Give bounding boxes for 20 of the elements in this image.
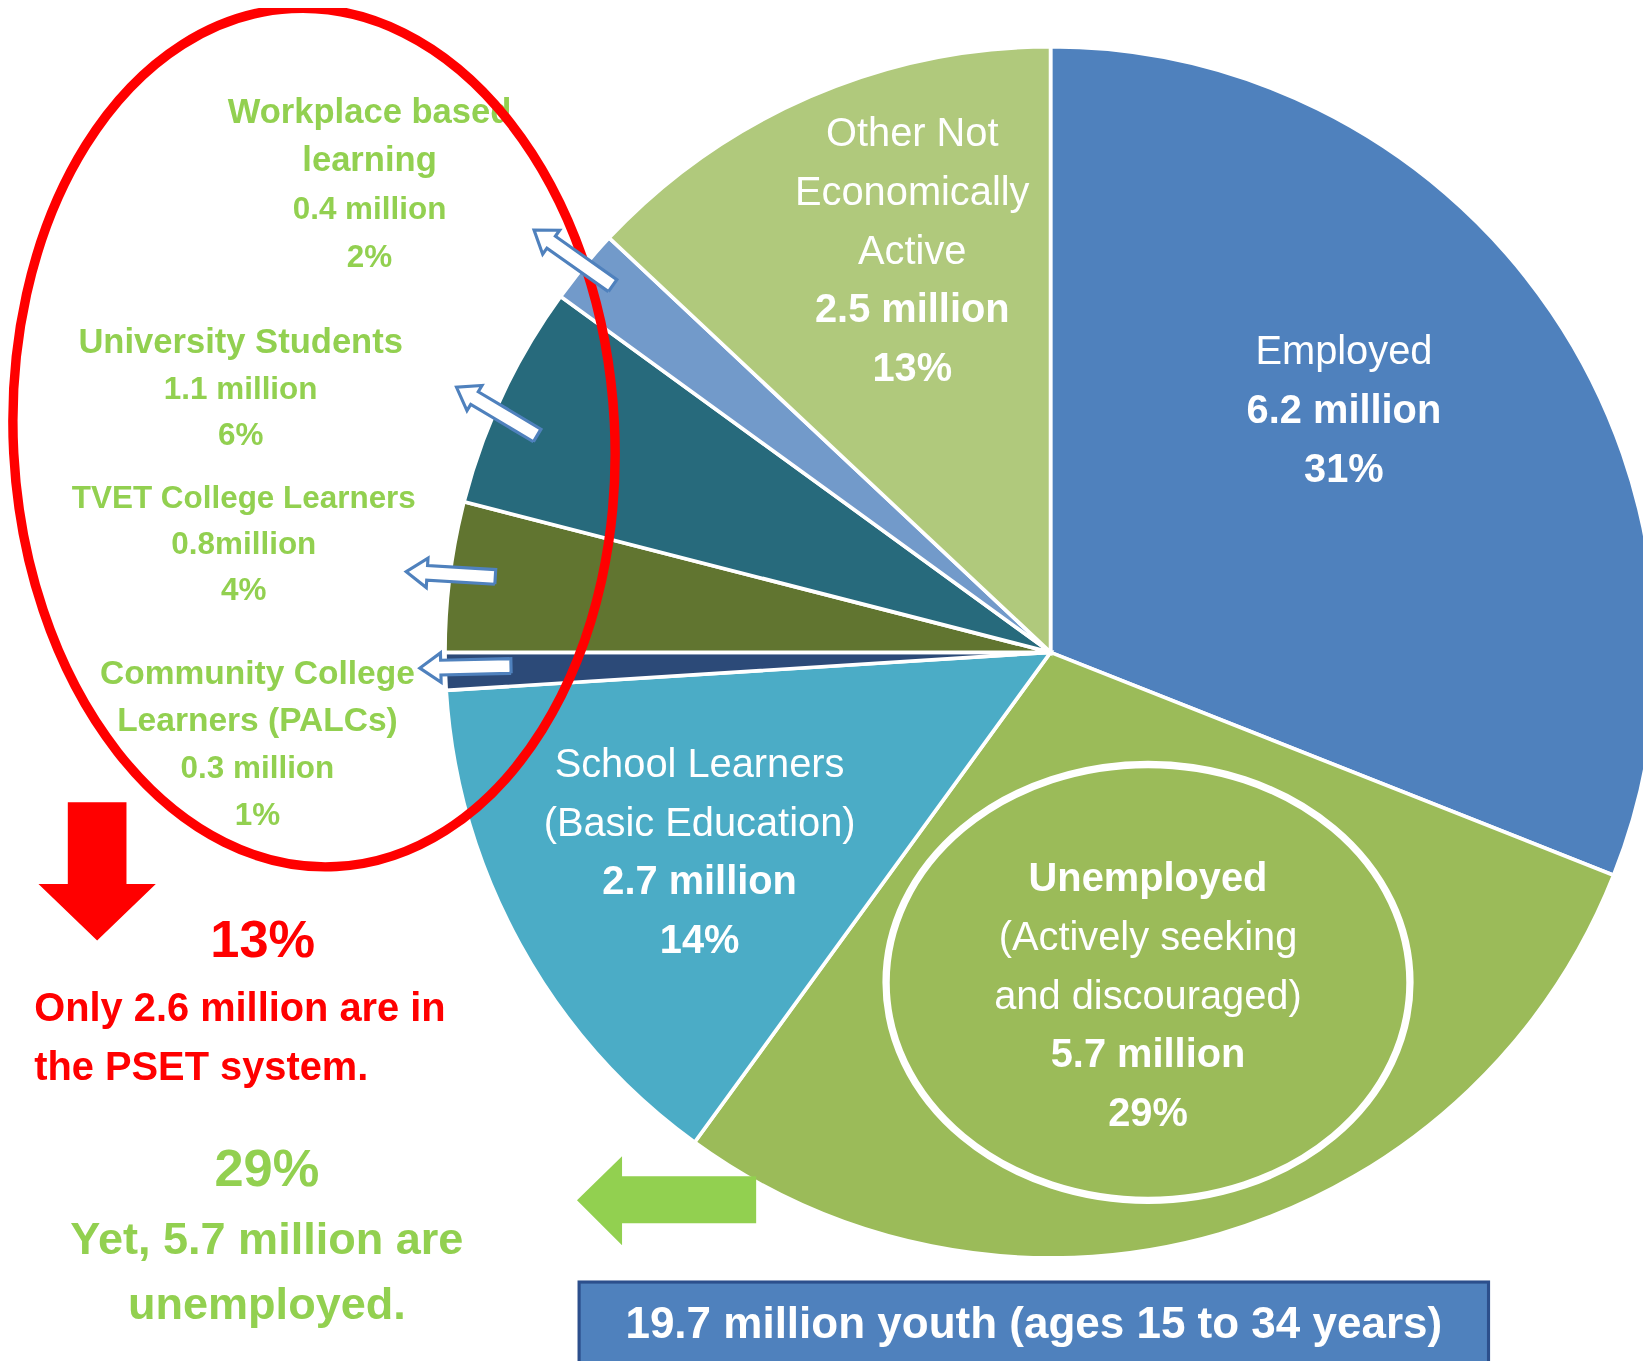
data-label: 6.2 million 31% — [1246, 386, 1442, 490]
text: Yet, 5.7 million are unemployed. — [70, 1213, 464, 1330]
text: 29% — [214, 1138, 320, 1197]
slice-label: Community College Learners (PALCs) — [100, 654, 415, 739]
data-label: 0.3 million 1% — [180, 750, 335, 833]
slice-label: Employed — [1255, 328, 1433, 373]
text: Only 2.6 million are in the PSET system. — [34, 985, 446, 1088]
slice-label: University Students — [78, 322, 403, 361]
data-label: 0.8million 4% — [171, 525, 317, 607]
text: 19.7 million youth (ages 15 to 34 years) — [625, 1297, 1443, 1347]
slice-label: TVET College Learners — [71, 479, 416, 515]
data-label: 0.4 million 2% — [292, 190, 447, 274]
data-label: 2.7 million 14% — [602, 858, 797, 962]
data-label: 2.5 million 13% — [814, 286, 1010, 390]
data-label: 1.1 million 6% — [163, 370, 318, 452]
data-label: 5.7 million 29% — [1050, 1031, 1246, 1134]
text: 13% — [210, 910, 316, 969]
slice-label: Other Not Economically Active — [795, 110, 1030, 272]
slice-label: School Learners (Basic Education) — [543, 741, 856, 844]
slice-label: Unemployed (Actively seeking and discouraged) — [994, 855, 1302, 1017]
